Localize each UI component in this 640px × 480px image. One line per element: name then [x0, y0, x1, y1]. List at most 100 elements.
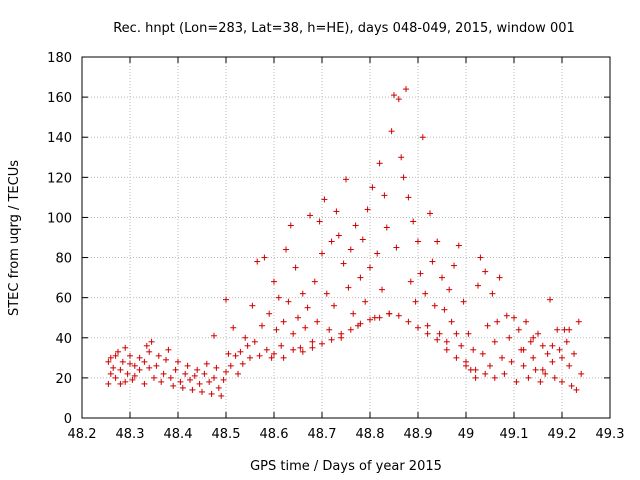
data-point: [547, 296, 553, 303]
data-point: [151, 374, 157, 381]
data-point: [405, 318, 412, 325]
data-point: [458, 342, 465, 349]
data-point: [523, 318, 529, 325]
data-point: [551, 374, 558, 381]
data-point: [323, 290, 330, 297]
data-point: [412, 298, 419, 305]
data-point: [472, 374, 479, 381]
data-point: [578, 370, 585, 377]
data-point: [302, 324, 309, 331]
data-point: [496, 274, 503, 281]
data-point: [530, 354, 537, 361]
data-point: [191, 372, 198, 379]
data-point: [386, 310, 393, 317]
data-point: [383, 224, 390, 231]
x-tick-label: 48.8: [356, 427, 385, 442]
x-tick-label: 48.4: [164, 427, 193, 442]
data-point: [307, 212, 313, 219]
data-point: [189, 386, 196, 393]
data-point: [405, 194, 412, 201]
data-point: [319, 250, 325, 257]
data-point: [549, 358, 556, 365]
data-point: [304, 304, 311, 311]
data-point: [326, 326, 333, 333]
data-point: [239, 360, 246, 367]
data-point: [429, 258, 436, 265]
data-point: [393, 244, 400, 251]
data-point: [477, 254, 484, 261]
data-point: [520, 346, 527, 353]
data-point: [508, 358, 515, 365]
data-point: [535, 330, 541, 337]
data-point: [544, 350, 551, 357]
data-point: [484, 322, 491, 329]
data-point: [566, 326, 573, 333]
x-axis-label: GPS time / Days of year 2015: [250, 459, 442, 474]
data-point: [259, 322, 265, 329]
data-point: [525, 374, 532, 381]
data-point: [367, 316, 373, 323]
data-point: [148, 338, 155, 345]
data-point: [400, 174, 407, 181]
data-point: [460, 298, 467, 305]
data-point: [220, 376, 227, 383]
data-point: [367, 264, 373, 271]
data-point: [283, 246, 289, 253]
data-point: [119, 358, 126, 365]
chart-title: Rec. hnpt (Lon=283, Lat=38, h=HE), days …: [113, 21, 575, 36]
data-point: [213, 364, 220, 371]
data-point: [184, 362, 191, 369]
data-point: [167, 374, 174, 381]
data-point: [434, 336, 441, 343]
data-point: [278, 342, 285, 349]
data-point: [503, 312, 510, 319]
data-point: [357, 320, 364, 327]
data-point: [280, 354, 287, 361]
data-point: [352, 222, 359, 229]
data-point: [573, 386, 580, 393]
x-tick-label: 48.6: [260, 427, 289, 442]
data-point: [369, 184, 376, 191]
data-point: [453, 330, 460, 337]
x-tick-label: 49.1: [500, 427, 529, 442]
data-point: [141, 380, 148, 387]
plot-frame: [81, 56, 611, 419]
data-point: [532, 366, 539, 373]
grid: [82, 57, 610, 418]
data-point: [107, 370, 114, 377]
data-point: [196, 380, 203, 387]
data-point: [122, 344, 129, 351]
data-point: [556, 346, 563, 353]
y-tick-label: 180: [47, 51, 72, 66]
data-point: [117, 366, 124, 373]
data-point: [261, 254, 268, 261]
data-point: [410, 218, 417, 225]
data-point: [335, 232, 342, 239]
data-point: [319, 340, 325, 347]
data-point: [206, 378, 213, 385]
y-axis-label: STEC from uqrg / TECUs: [7, 160, 22, 316]
data-point: [374, 250, 381, 257]
data-point: [105, 380, 112, 387]
data-point: [218, 392, 225, 399]
y-tick-label: 160: [47, 91, 72, 106]
data-point: [215, 384, 222, 391]
data-point: [290, 330, 297, 337]
data-point: [415, 238, 421, 245]
data-point: [230, 324, 237, 331]
data-point: [381, 192, 388, 199]
data-point: [131, 362, 138, 369]
data-point: [136, 354, 143, 361]
data-point: [280, 318, 287, 325]
data-point: [347, 326, 354, 333]
x-tick-label: 49: [458, 427, 475, 442]
data-point: [491, 338, 498, 345]
data-point: [419, 134, 426, 141]
data-point: [359, 236, 366, 243]
data-point: [292, 264, 299, 271]
data-point: [439, 274, 445, 281]
data-point: [568, 382, 575, 389]
data-point: [177, 378, 184, 385]
data-point: [170, 382, 177, 389]
data-point: [448, 318, 455, 325]
